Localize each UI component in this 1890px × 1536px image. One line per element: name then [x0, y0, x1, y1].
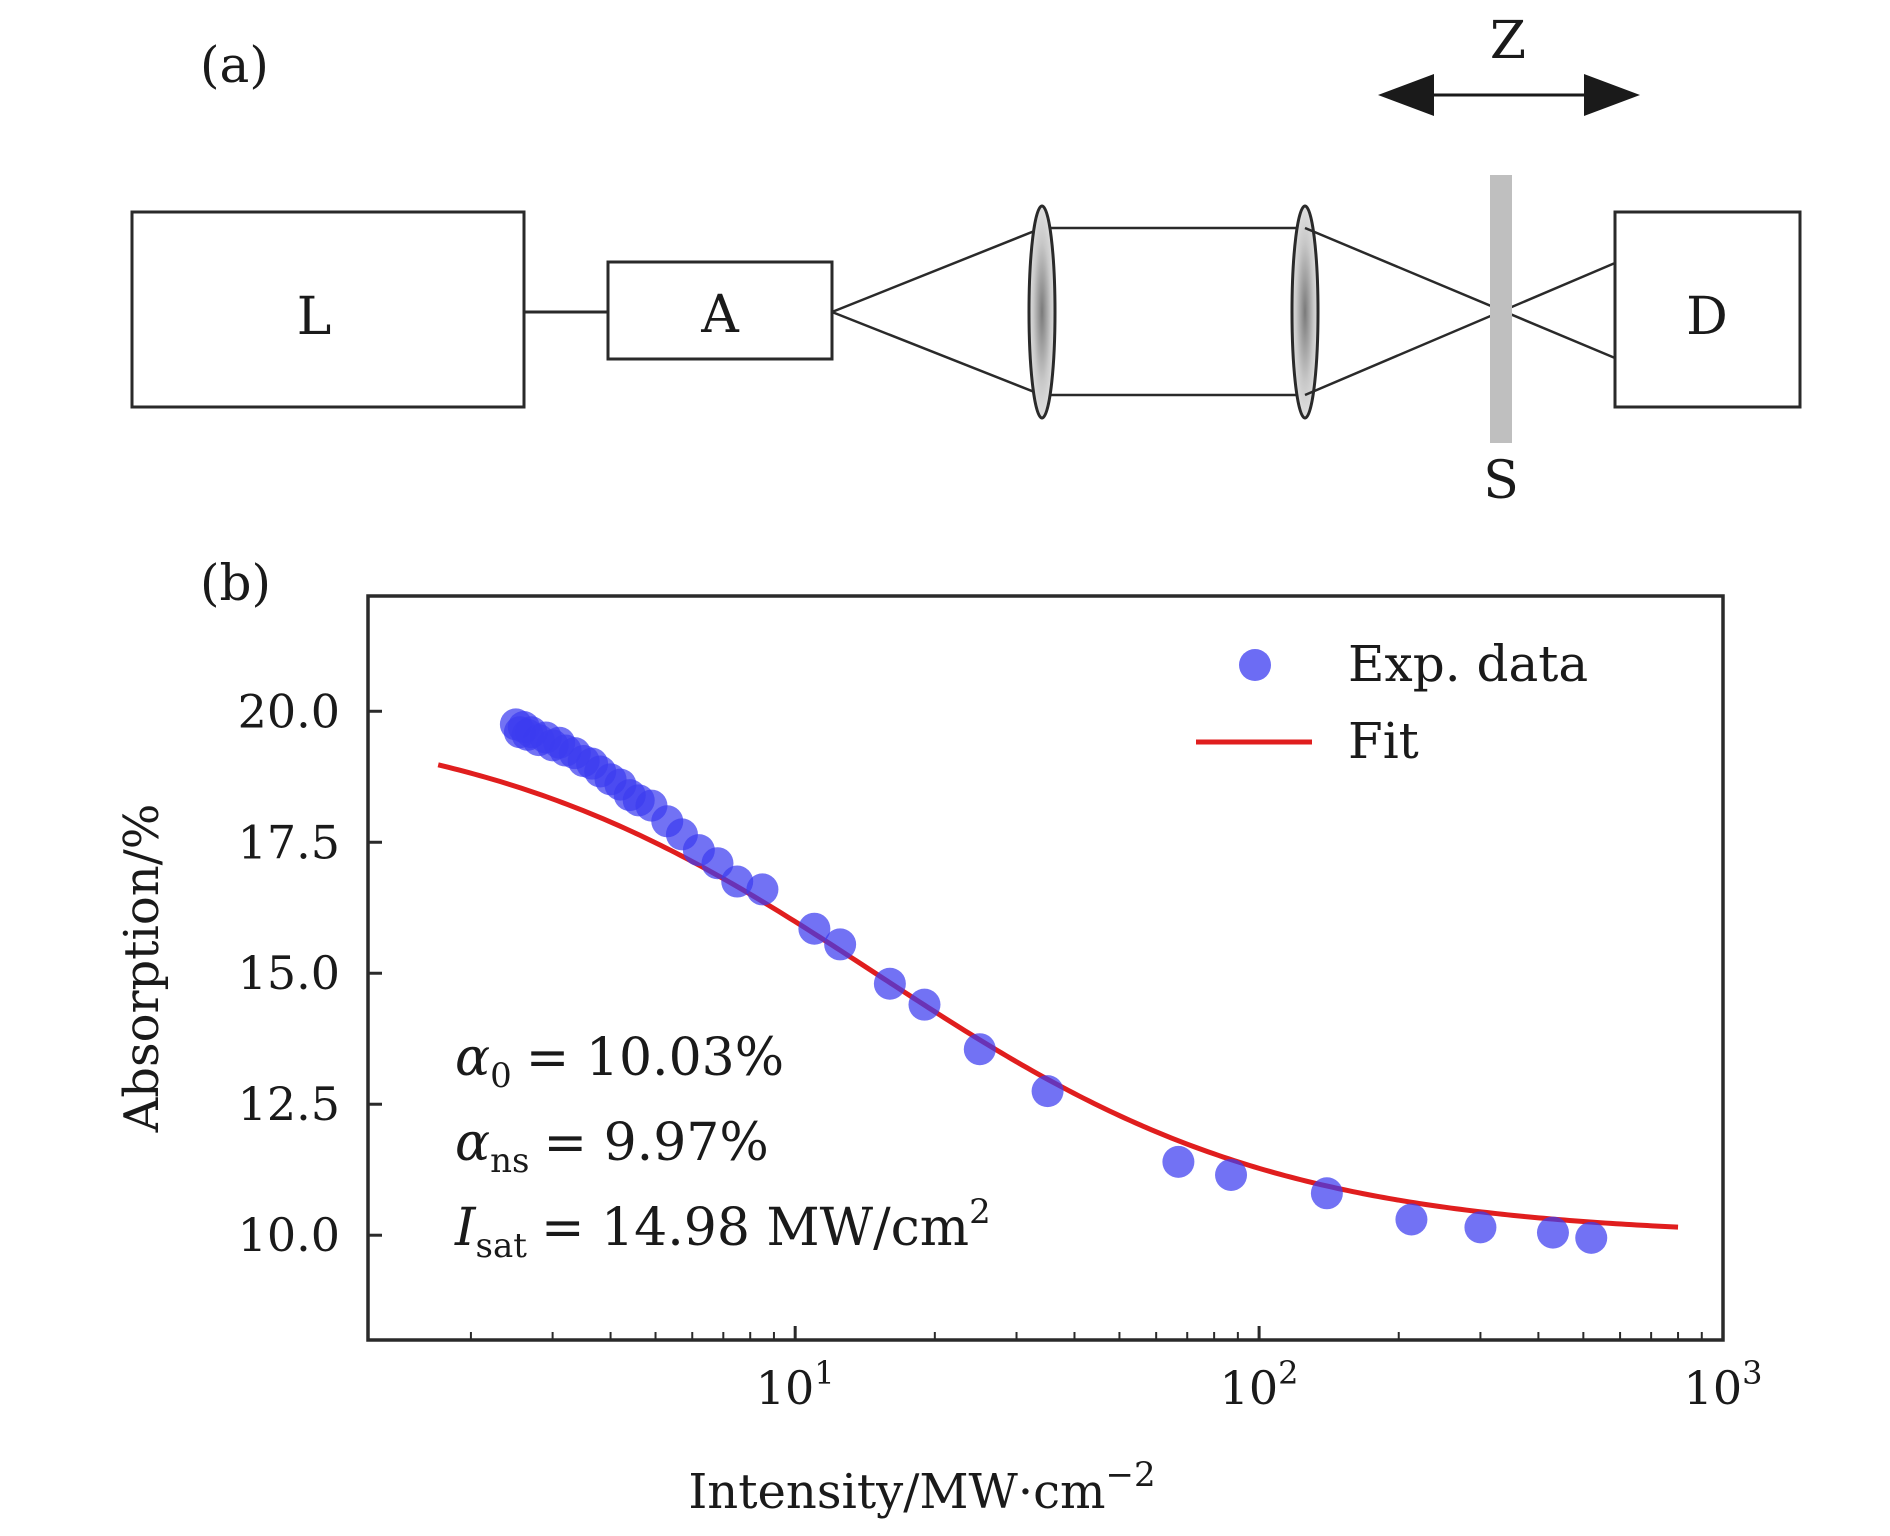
param-isat-sub: sat — [476, 1226, 528, 1266]
laser-label: L — [297, 287, 332, 347]
translation-label: Z — [1490, 11, 1526, 71]
sample-label: S — [1483, 451, 1519, 511]
beam-focus-upper — [1304, 226, 1616, 360]
param-alpha0-value: = 10.03% — [526, 1028, 784, 1088]
y-axis-label: Absorption/% — [114, 804, 170, 1134]
x-tick-label-exp: 1 — [814, 1354, 834, 1392]
x-tick-label-base: 10 — [1684, 1361, 1743, 1415]
y-tick-label: 12.5 — [238, 1077, 340, 1131]
x-tick-label: 102 — [1220, 1354, 1299, 1415]
param-alphans-sub: ns — [490, 1141, 529, 1181]
detector-box — [1613, 210, 1802, 409]
data-point — [746, 873, 779, 906]
legend-label-exp: Exp. data — [1348, 635, 1588, 693]
x-tick-label: 103 — [1684, 1354, 1763, 1415]
axis-ticks — [368, 709, 1725, 1340]
x-tick-label-exp: 3 — [1742, 1354, 1762, 1392]
data-point — [1395, 1203, 1428, 1236]
beam-diverge-upper — [831, 226, 1043, 314]
param-isat: Isat = 14.98 MW/cm2 — [454, 1192, 991, 1266]
x-axis-label-sup: −2 — [1106, 1455, 1156, 1495]
exp-data-points — [499, 708, 1608, 1254]
panel-b-label: (b) — [200, 554, 271, 612]
translation-arrow-left-head — [1378, 74, 1434, 116]
data-point — [721, 865, 754, 898]
laser-box — [130, 210, 526, 409]
legend-marker-exp — [1239, 649, 1271, 681]
param-alpha0-symbol: α — [455, 1028, 490, 1088]
lens-1 — [1027, 204, 1057, 420]
y-tick-label: 10.0 — [238, 1208, 340, 1262]
param-alpha0-sub: 0 — [490, 1056, 512, 1096]
data-point — [1162, 1145, 1195, 1178]
data-point — [798, 912, 831, 945]
y-tick-label: 15.0 — [238, 946, 340, 1000]
panel-a-label: (a) — [200, 36, 269, 94]
plot-frame — [366, 594, 1725, 1342]
beam-focus-lower — [1304, 261, 1616, 397]
detector-label: D — [1686, 287, 1728, 347]
sample-bar — [1490, 175, 1512, 443]
x-tick-label-exp: 2 — [1278, 1354, 1298, 1392]
x-axis-label-text: Intensity/MW·cm — [688, 1464, 1105, 1520]
param-alpha0: α0 = 10.03% — [455, 1028, 784, 1096]
y-tick-label: 20.0 — [238, 684, 340, 738]
legend: Exp. data Fit — [1196, 635, 1588, 770]
param-isat-value: = 14.98 MW/cm — [541, 1198, 969, 1258]
data-point — [1575, 1221, 1608, 1254]
data-point — [1536, 1216, 1569, 1249]
data-point — [873, 967, 906, 1000]
param-isat-sup: 2 — [969, 1192, 991, 1232]
y-tick-label: 17.5 — [238, 815, 340, 869]
param-alphans-symbol: α — [455, 1113, 490, 1173]
lens-2 — [1290, 204, 1320, 420]
x-tick-label: 101 — [756, 1354, 835, 1415]
x-tick-label-base: 10 — [756, 1361, 815, 1415]
legend-label-fit: Fit — [1348, 712, 1419, 770]
data-point — [908, 988, 941, 1021]
x-tick-labels: 101 102 103 — [756, 1354, 1763, 1415]
y-tick-labels: 10.0 12.5 15.0 17.5 20.0 — [238, 684, 340, 1262]
data-point — [1215, 1158, 1248, 1191]
data-point — [824, 928, 857, 961]
x-axis-label: Intensity/MW·cm−2 — [688, 1455, 1155, 1520]
absorption-chart: (b) 10.012.515.017.520.0 101 102 103 Inten… — [114, 554, 1762, 1520]
data-point — [1031, 1075, 1064, 1108]
attenuator-box — [606, 260, 834, 361]
translation-arrow-right-head — [1584, 74, 1640, 116]
data-point — [963, 1033, 996, 1066]
x-tick-label-base: 10 — [1220, 1361, 1279, 1415]
data-point — [1464, 1211, 1497, 1244]
data-point — [1310, 1177, 1343, 1210]
setup-schematic: (a) L A S Z — [130, 11, 1802, 511]
fit-parameters: α0 = 10.03% αns = 9.97% Isat = 14.98 MW/cm2 — [454, 1028, 991, 1266]
param-alphans: αns = 9.97% — [455, 1113, 769, 1181]
param-alphans-value: = 9.97% — [543, 1113, 768, 1173]
attenuator-label: A — [700, 285, 740, 345]
beam-diverge-lower — [831, 310, 1043, 397]
param-isat-symbol: I — [454, 1198, 477, 1258]
